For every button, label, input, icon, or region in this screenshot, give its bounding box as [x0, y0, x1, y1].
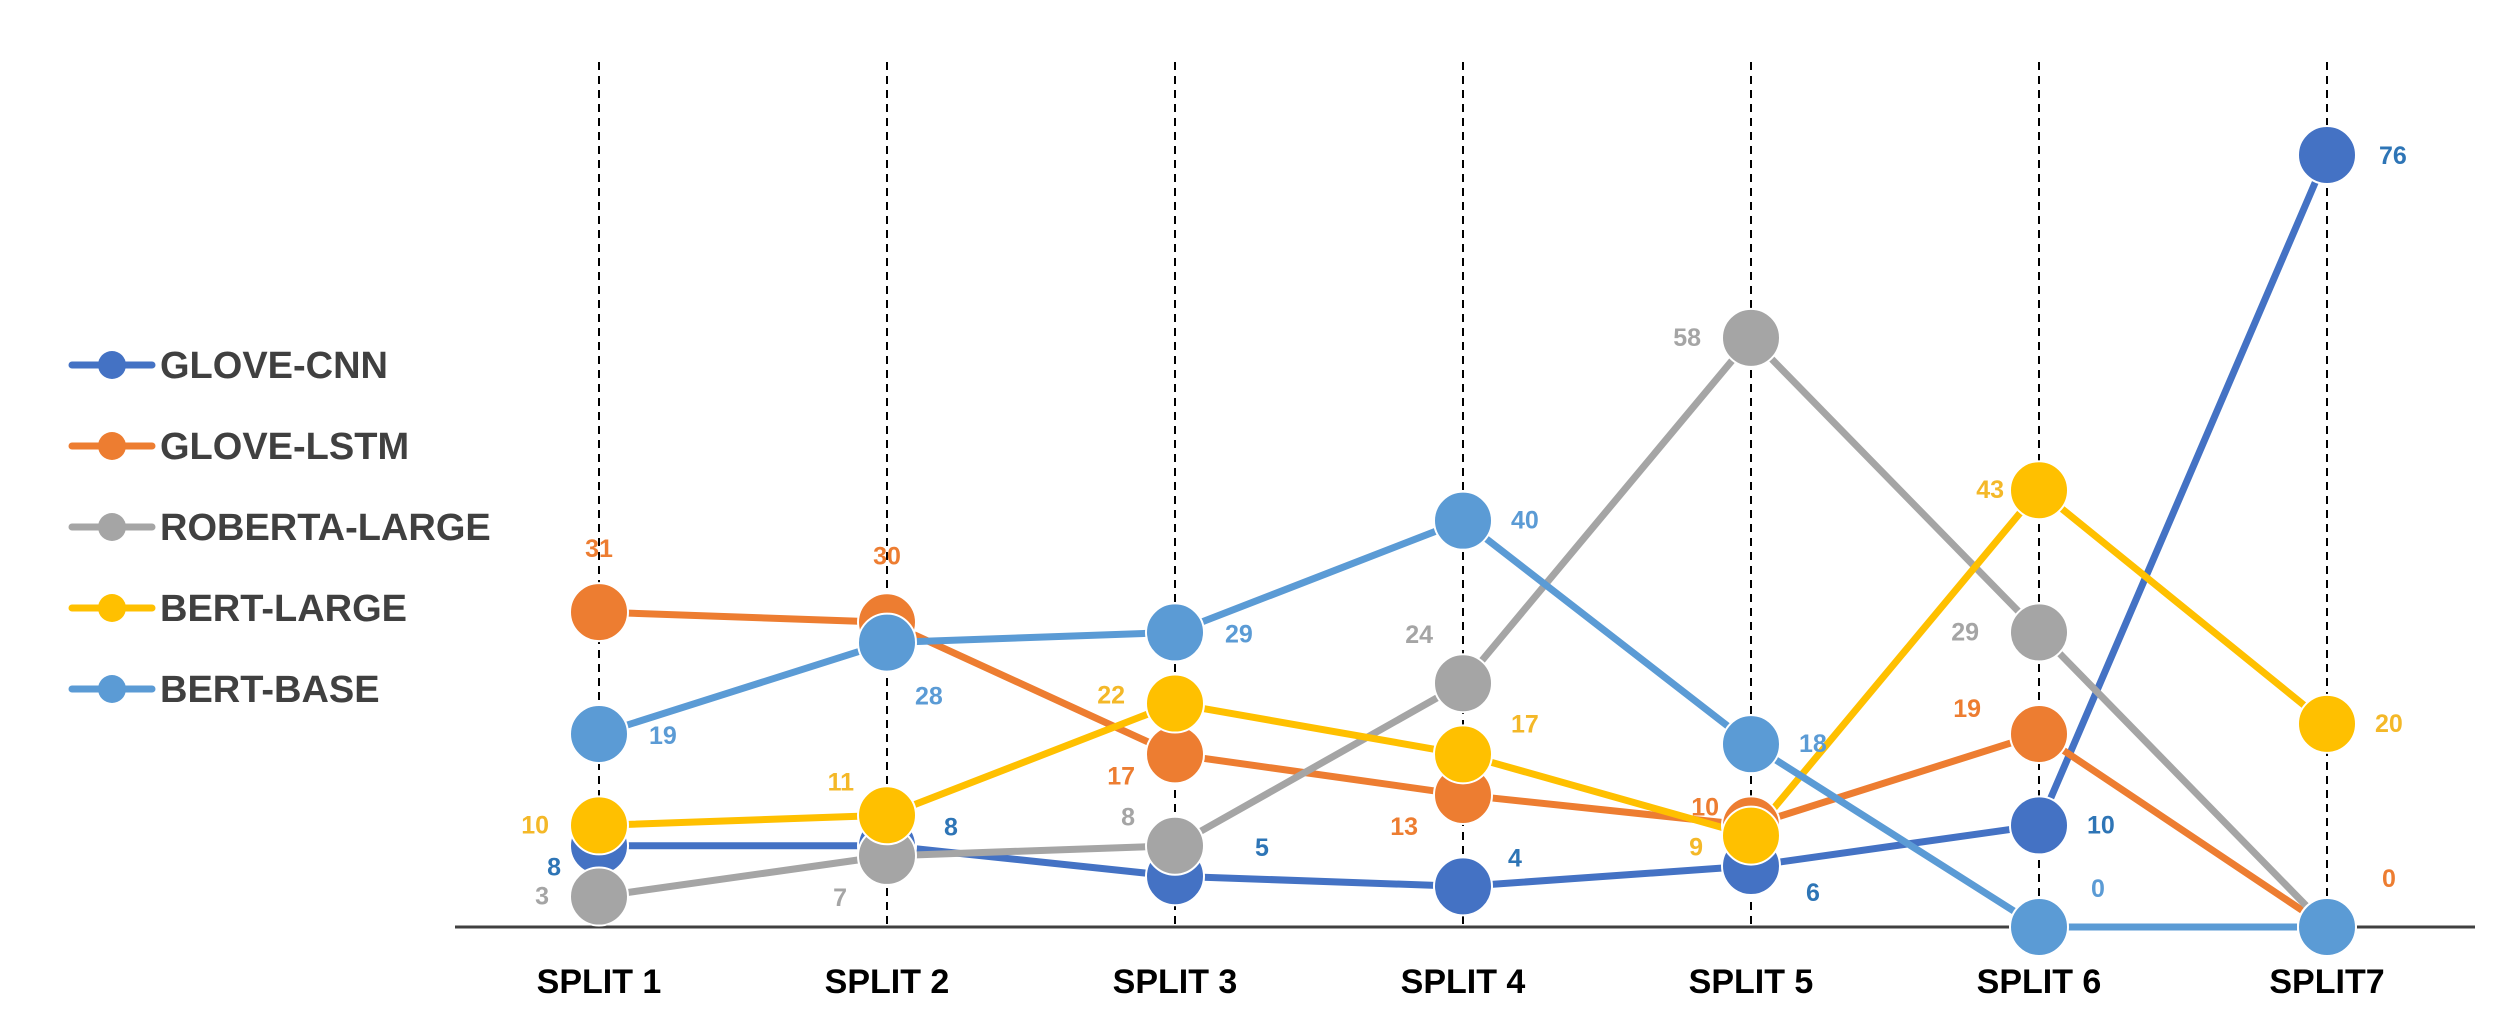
x-tick-label: SPLIT 2 [825, 963, 950, 1001]
legend-label: BERT-LARGE [160, 588, 407, 630]
x-tick-label: SPLIT 3 [1113, 963, 1238, 1001]
data-label: 0 [2382, 865, 2396, 893]
data-point [569, 866, 629, 927]
data-label: 17 [1511, 710, 1539, 738]
data-point [569, 795, 629, 856]
legend-label: GLOVE-LSTM [160, 426, 409, 468]
data-point [1721, 805, 1781, 866]
legend-item: BERT-BASE [68, 669, 380, 711]
legend-marker [98, 351, 126, 379]
data-label: 11 [828, 768, 855, 796]
legend-label: ROBERTA-LARGE [160, 507, 491, 549]
data-point [2009, 602, 2069, 663]
data-point [569, 582, 629, 643]
data-label: 17 [1107, 762, 1135, 790]
legend-label: GLOVE-CNN [160, 345, 388, 387]
legend-marker [98, 432, 126, 460]
data-label: 10 [1691, 793, 1719, 821]
data-label: 3 [535, 883, 549, 911]
data-label: 8 [547, 854, 561, 882]
legend-item: ROBERTA-LARGE [68, 507, 491, 549]
data-label: 43 [1976, 476, 2004, 504]
data-label: 29 [1951, 618, 1979, 646]
data-label: 24 [1405, 621, 1433, 649]
x-axis-tick-labels: SPLIT 1 SPLIT 2 SPLIT 3 SPLIT 4 SPLIT 5 SPLIT… [537, 963, 2385, 1001]
x-tick-label: SPLIT 4 [1401, 963, 1526, 1001]
data-point [2009, 460, 2069, 521]
legend-item: GLOVE-LSTM [68, 426, 409, 468]
data-point [1433, 490, 1493, 551]
data-label: 7 [833, 884, 847, 912]
data-label: 10 [2087, 811, 2115, 839]
legend-marker [98, 675, 126, 703]
data-label: 76 [2379, 142, 2407, 170]
data-label: 4 [1508, 844, 1522, 872]
data-point [857, 612, 917, 673]
data-label: 22 [1097, 682, 1125, 710]
data-label: 31 [585, 535, 613, 563]
data-point [1145, 724, 1205, 785]
data-point [2297, 125, 2357, 185]
x-tick-label: SPLIT 1 [537, 963, 662, 1001]
data-label: 0 [2091, 875, 2105, 903]
legend-label: BERT-BASE [160, 669, 380, 711]
legend-item: GLOVE-CNN [68, 345, 388, 387]
data-label: 58 [1673, 324, 1701, 352]
data-point [857, 785, 917, 846]
data-point [2009, 897, 2069, 957]
x-tick-label: SPLIT 6 [1977, 963, 2102, 1001]
data-label: 19 [649, 722, 677, 750]
data-label: 9 [1689, 834, 1703, 862]
legend-marker [98, 594, 126, 622]
data-point [2009, 704, 2069, 764]
legend-item: BERT-LARGE [68, 588, 407, 630]
data-point [1433, 653, 1493, 714]
data-label: 5 [1255, 834, 1269, 862]
data-label: 30 [873, 542, 901, 570]
data-label: 20 [2375, 710, 2403, 738]
data-point [1145, 602, 1205, 663]
data-label: 19 [1953, 695, 1981, 723]
series-markers [569, 125, 2357, 957]
x-tick-label: SPLIT 5 [1689, 963, 1814, 1001]
data-point [1145, 673, 1205, 734]
data-point [1721, 307, 1781, 368]
data-label: 6 [1806, 879, 1820, 907]
data-point [2297, 693, 2357, 754]
data-point [1433, 724, 1493, 785]
data-point [569, 704, 629, 764]
data-label: 29 [1225, 620, 1253, 648]
data-point [1721, 714, 1781, 775]
data-label: 8 [944, 814, 958, 842]
legend-marker [98, 513, 126, 541]
data-label: 8 [1121, 804, 1135, 832]
data-label: 18 [1799, 730, 1827, 758]
data-point [1145, 815, 1205, 876]
data-label: 13 [1390, 813, 1418, 841]
data-label: 40 [1511, 507, 1539, 535]
data-label: 10 [521, 811, 549, 839]
data-point [2297, 897, 2357, 957]
legend: GLOVE-CNN GLOVE-LSTM ROBERTA-LARGE BERT-LAR… [68, 345, 491, 711]
data-point [2009, 795, 2069, 856]
data-labels: 8 8 5 4 6 10 76 31 30 17 13 10 19 0 3 7 8 24 58 29 10 11 22 17 9… [521, 142, 2407, 912]
x-tick-label: SPLIT7 [2269, 963, 2384, 1001]
data-point [1433, 856, 1493, 917]
data-label: 28 [915, 683, 943, 711]
